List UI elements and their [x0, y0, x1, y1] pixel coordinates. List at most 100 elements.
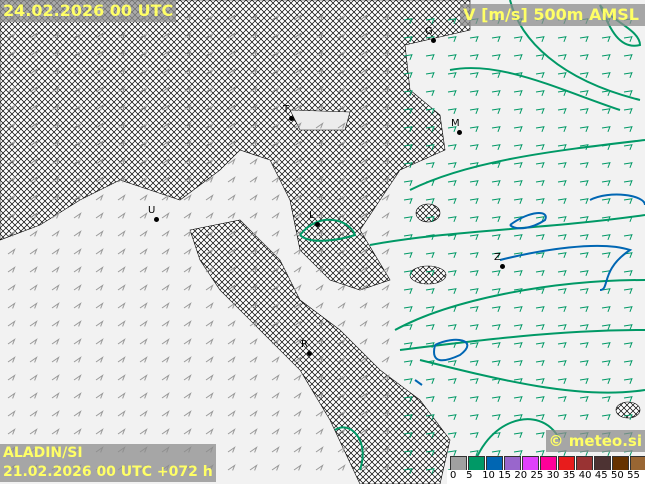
- wind-barb: [491, 90, 501, 96]
- wind-barb: [469, 450, 479, 456]
- wind-barb: [205, 140, 214, 147]
- wind-barb: [249, 446, 258, 453]
- wind-barb: [403, 72, 413, 78]
- wind-barb: [227, 284, 236, 291]
- wind-barb: [359, 86, 368, 93]
- wind-barb: [51, 302, 60, 309]
- wind-barb: [381, 320, 390, 327]
- wind-barb: [205, 212, 214, 219]
- wind-barb: [161, 266, 170, 273]
- wind-barb: [381, 374, 390, 381]
- wind-barb: [337, 86, 346, 93]
- wind-barb: [381, 158, 390, 165]
- wind-barb: [381, 86, 390, 93]
- wind-barb: [381, 446, 390, 453]
- wind-barb: [535, 252, 545, 258]
- wind-barb: [425, 144, 435, 150]
- wind-barb: [557, 216, 567, 222]
- wind-barb: [227, 320, 236, 327]
- wind-barb: [381, 194, 390, 201]
- wind-barb: [95, 212, 104, 219]
- wind-barb: [491, 180, 501, 186]
- wind-barb: [359, 104, 368, 111]
- wind-barb: [139, 410, 148, 417]
- legend-tick: 30: [546, 470, 560, 481]
- wind-barb: [73, 50, 82, 57]
- wind-barb: [29, 194, 38, 201]
- wind-barb: [337, 176, 346, 183]
- terrain-patch: [415, 203, 441, 223]
- wind-barb: [227, 392, 236, 399]
- wind-barb: [117, 266, 126, 273]
- wind-barb: [447, 216, 457, 222]
- wind-barb: [535, 432, 545, 438]
- wind-barb: [535, 234, 545, 240]
- wind-barb: [161, 140, 170, 147]
- wind-barb: [73, 140, 82, 147]
- wind-barb: [337, 14, 346, 21]
- wind-barb: [249, 302, 258, 309]
- wind-barb: [557, 162, 567, 168]
- wind-barb: [51, 392, 60, 399]
- wind-barb: [249, 374, 258, 381]
- city-marker: [307, 351, 312, 356]
- wind-barb: [51, 320, 60, 327]
- wind-barb: [359, 194, 368, 201]
- legend-tick: 35: [562, 470, 576, 481]
- wind-barb: [491, 396, 501, 402]
- wind-barb: [95, 338, 104, 345]
- wind-barb: [293, 122, 302, 129]
- wind-barb: [227, 248, 236, 255]
- wind-barb: [557, 342, 567, 348]
- wind-barb: [623, 342, 633, 348]
- wind-barb: [271, 122, 280, 129]
- wind-barb: [557, 270, 567, 276]
- wind-barb: [249, 428, 258, 435]
- wind-barb: [249, 248, 258, 255]
- wind-barb: [205, 32, 214, 39]
- wind-barb: [139, 212, 148, 219]
- wind-barb: [601, 54, 611, 60]
- city-label: T: [283, 104, 290, 115]
- wind-barb: [557, 306, 567, 312]
- wind-barb: [513, 198, 523, 204]
- wind-barb: [139, 104, 148, 111]
- wind-barb: [117, 392, 126, 399]
- wind-barb: [161, 86, 170, 93]
- wind-barb: [403, 288, 413, 294]
- wind-barb: [469, 432, 479, 438]
- wind-barb: [205, 266, 214, 273]
- wind-barb: [249, 122, 258, 129]
- wind-barb: [623, 414, 633, 420]
- wind-barb: [271, 410, 280, 417]
- wind-barb: [469, 108, 479, 114]
- wind-barb: [447, 270, 457, 276]
- wind-barb: [337, 392, 346, 399]
- wind-barb: [425, 378, 435, 384]
- wind-barb: [359, 302, 368, 309]
- wind-barb: [469, 414, 479, 420]
- wind-barb: [293, 320, 302, 327]
- wind-barb: [579, 216, 589, 222]
- wind-barb: [51, 266, 60, 273]
- wind-barb: [535, 36, 545, 42]
- terrain-patch: [409, 265, 447, 285]
- wind-barb: [491, 72, 501, 78]
- wind-barb: [381, 50, 390, 57]
- parameter-title: V [m/s] 500m AMSL: [460, 4, 645, 26]
- wind-barb: [403, 180, 413, 186]
- wind-barb: [557, 288, 567, 294]
- wind-barb: [29, 392, 38, 399]
- wind-barb: [381, 176, 390, 183]
- wind-barb: [469, 396, 479, 402]
- wind-barb: [161, 122, 170, 129]
- wind-barb: [227, 122, 236, 129]
- wind-barb: [447, 252, 457, 258]
- city-marker: [315, 222, 320, 227]
- wind-barb: [469, 270, 479, 276]
- wind-barb: [381, 392, 390, 399]
- wind-barb: [447, 90, 457, 96]
- wind-barb: [95, 176, 104, 183]
- wind-barb: [7, 248, 16, 255]
- wind-barb: [227, 374, 236, 381]
